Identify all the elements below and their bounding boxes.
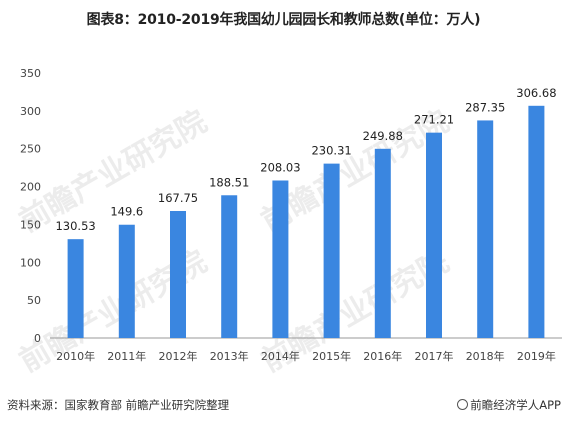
brand-credit: 前瞻经济学人APP	[457, 397, 561, 413]
data-label: 230.31	[311, 144, 351, 158]
data-label: 130.53	[55, 219, 95, 233]
x-tick-label: 2012年	[159, 349, 198, 363]
data-label: 167.75	[158, 191, 198, 205]
brand-name: 前瞻经济学人APP	[470, 398, 561, 412]
bar	[528, 105, 545, 338]
y-tick-label: 50	[27, 294, 41, 307]
bar	[272, 180, 289, 338]
bar	[323, 163, 340, 338]
bar	[221, 195, 238, 338]
x-tick-label: 2013年	[210, 349, 249, 363]
x-tick-label: 2011年	[107, 349, 146, 363]
y-tick-label: 350	[20, 67, 41, 80]
chart-title: 图表8：2010-2019年我国幼儿园园长和教师总数(单位：万人)	[86, 12, 481, 28]
y-tick-label: 150	[20, 218, 41, 231]
x-tick-label: 2017年	[415, 349, 454, 363]
y-axis-ticks: 0 50 100 150 200 250 300 350	[20, 67, 41, 345]
bar	[374, 148, 391, 338]
x-tick-label: 2015年	[312, 349, 351, 363]
y-tick-label: 100	[20, 256, 41, 269]
brand-logo-icon	[457, 399, 469, 410]
bar	[118, 224, 135, 338]
x-tick-label: 2016年	[363, 349, 402, 363]
data-label: 287.35	[465, 100, 505, 114]
source-note: 资料来源：国家教育部 前瞻产业研究院整理	[7, 398, 230, 412]
data-label: 188.51	[209, 175, 249, 189]
bars	[67, 105, 545, 338]
x-tick-label: 2018年	[466, 349, 505, 363]
y-tick-label: 200	[20, 181, 41, 194]
x-tick-label: 2010年	[56, 349, 95, 363]
data-label: 271.21	[414, 113, 454, 127]
bar	[477, 120, 494, 338]
bar	[426, 132, 442, 338]
data-label: 208.03	[260, 160, 300, 174]
x-tick-label: 2014年	[261, 349, 300, 363]
data-label: 306.68	[516, 86, 556, 100]
x-axis-ticks: 2010年 2011年 2012年 2013年 2014年 2015年 2016年 2017年…	[56, 349, 556, 363]
y-tick-label: 250	[20, 143, 41, 156]
footer: 资料来源：国家教育部 前瞻产业研究院整理 前瞻经济学人APP	[0, 397, 567, 415]
data-label: 149.6	[110, 205, 143, 219]
y-tick-label: 0	[34, 332, 41, 345]
bar	[67, 239, 84, 338]
y-tick-label: 300	[20, 105, 41, 118]
data-labels: 130.53 149.6 167.75 188.51 208.03 230.31 249.8…	[55, 86, 556, 233]
data-label: 249.88	[363, 129, 403, 143]
bar	[170, 210, 186, 338]
x-tick-label: 2019年	[517, 349, 556, 363]
